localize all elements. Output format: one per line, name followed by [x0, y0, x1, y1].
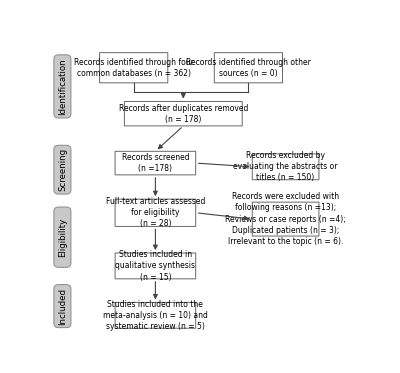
FancyBboxPatch shape — [54, 285, 71, 327]
Text: Studies included in
qualitative synthesis
(n = 15): Studies included in qualitative synthesi… — [116, 250, 196, 282]
FancyBboxPatch shape — [115, 303, 196, 328]
FancyBboxPatch shape — [214, 53, 282, 83]
Text: Screening: Screening — [58, 148, 67, 191]
Text: Records identified through other
sources (n = 0): Records identified through other sources… — [186, 58, 311, 78]
Text: Studies included into the
meta-analysis (n = 10) and
systematic review (n = 5): Studies included into the meta-analysis … — [103, 300, 208, 331]
Text: Records screened
(n =178): Records screened (n =178) — [122, 153, 189, 173]
Text: Records after duplicates removed
(n = 178): Records after duplicates removed (n = 17… — [119, 104, 248, 124]
Text: Included: Included — [58, 288, 67, 325]
FancyBboxPatch shape — [100, 53, 168, 83]
Text: Records were excluded with
following reasons (n =13);
Reviews or case reports (n: Records were excluded with following rea… — [225, 192, 346, 246]
FancyBboxPatch shape — [115, 199, 196, 226]
FancyBboxPatch shape — [124, 101, 242, 126]
Text: Records identified through four
common databases (n = 362): Records identified through four common d… — [74, 58, 194, 78]
FancyBboxPatch shape — [54, 145, 71, 194]
FancyBboxPatch shape — [252, 202, 319, 236]
FancyBboxPatch shape — [252, 154, 319, 180]
Text: Identification: Identification — [58, 58, 67, 115]
FancyBboxPatch shape — [54, 207, 71, 267]
FancyBboxPatch shape — [115, 253, 196, 279]
Text: Eligibility: Eligibility — [58, 217, 67, 257]
Text: Records excluded by
evaluating the abstracts or
titles (n = 150): Records excluded by evaluating the abstr… — [233, 151, 338, 182]
FancyBboxPatch shape — [115, 151, 196, 175]
FancyBboxPatch shape — [54, 55, 71, 118]
Text: Full-text articles assessed
for eligibility
(n = 28): Full-text articles assessed for eligibil… — [106, 197, 205, 228]
